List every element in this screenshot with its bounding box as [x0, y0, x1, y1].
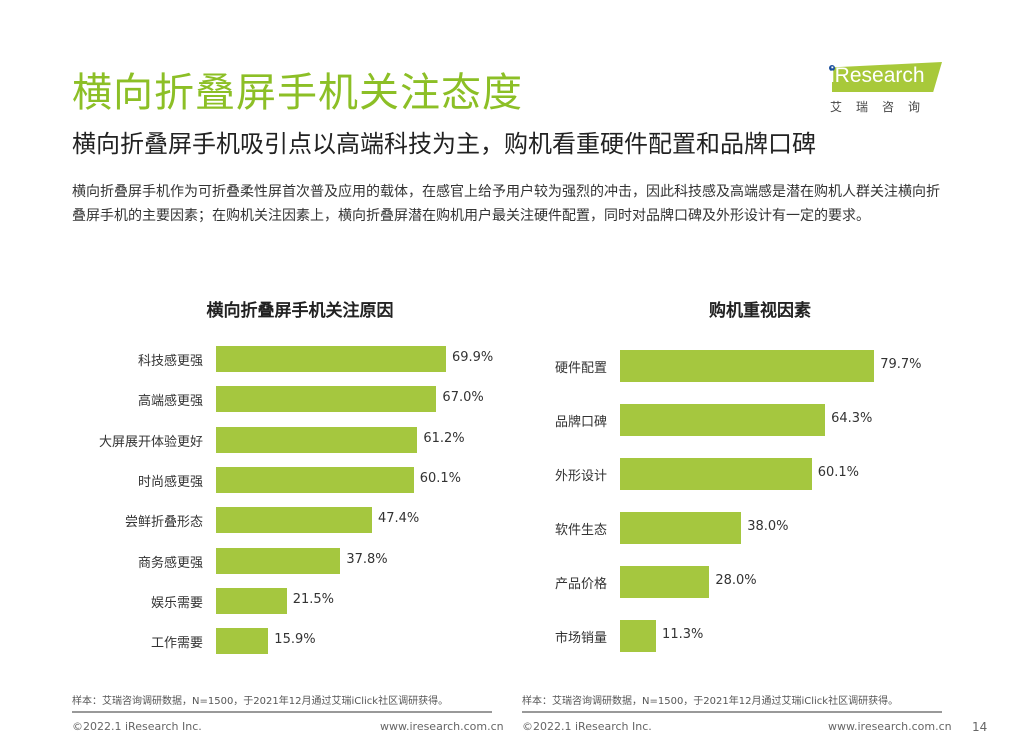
chart-right: 硬件配置 79.7% 品牌口碑 64.3% 外形设计 60.1% 软件生态 38.0% 产品价格…	[0, 0, 922, 652]
page-title: 横向折叠屏手机关注态度	[72, 70, 523, 116]
divider	[522, 711, 942, 713]
category-label: 科技感更强	[137, 354, 203, 369]
value-label: 38.0%	[747, 519, 789, 534]
sample-note-left: 样本：艾瑞咨询调研数据，N=1500，于2021年12月通过艾瑞iClick社区…	[72, 696, 449, 707]
bar	[620, 566, 710, 598]
chart-left: 科技感更强 69.9% 高端感更强 67.0% 大屏展开体验更好 61.2% 时尚感更强 60…	[0, 0, 493, 655]
bar	[620, 404, 826, 436]
value-label: 28.0%	[715, 573, 757, 588]
value-label: 64.3%	[831, 411, 873, 426]
bar	[216, 628, 269, 655]
category-label: 高端感更强	[137, 394, 203, 410]
bar	[216, 507, 372, 534]
value-label: 60.1%	[419, 470, 462, 486]
logo-cn: 艾瑞咨询	[830, 100, 935, 114]
category-label: 品牌口碑	[554, 415, 607, 430]
bar	[620, 620, 657, 652]
bar	[216, 587, 287, 614]
category-label: 娱乐需要	[150, 595, 203, 611]
category-label: 商务感更强	[137, 555, 203, 571]
value-label: 21.5%	[292, 591, 335, 607]
value-label: 15.9%	[274, 632, 316, 648]
sample-note-right: 样本：艾瑞咨询调研数据，N=1500，于2021年12月通过艾瑞iClick社区…	[522, 696, 899, 707]
bar	[620, 512, 742, 544]
bar	[216, 346, 446, 372]
chart-title-left: 横向折叠屏手机关注原因	[206, 301, 394, 321]
website: www.iresearch.com.cn	[380, 720, 504, 733]
category-label: 市场销量	[554, 631, 607, 646]
description: 横向折叠屏手机作为可折叠柔性屏首次普及应用的载体，在感官上给予用户较为强烈的冲击…	[72, 184, 940, 224]
category-label: 外形设计	[554, 469, 607, 484]
bar	[216, 547, 341, 574]
bar	[620, 458, 812, 490]
page-subtitle: 横向折叠屏手机吸引点以高端科技为主，购机看重硬件配置和品牌口碑	[72, 130, 816, 158]
chart-title-right: 购机重视因素	[709, 301, 811, 321]
category-label: 时尚感更强	[137, 474, 203, 490]
website: www.iresearch.com.cn	[828, 720, 952, 733]
logo-text: iResearch	[830, 64, 925, 87]
value-label: 79.7%	[880, 357, 922, 372]
value-label: 67.0%	[442, 390, 484, 406]
category-label: 大屏展开体验更好	[98, 434, 203, 450]
bar	[216, 466, 414, 493]
category-label: 产品价格	[554, 577, 607, 592]
value-label: 47.4%	[377, 511, 420, 527]
bar	[620, 350, 875, 382]
value-label: 60.1%	[817, 465, 860, 480]
divider	[72, 711, 492, 713]
category-label: 工作需要	[150, 636, 203, 652]
bar	[216, 386, 437, 413]
category-label: 尝鲜折叠形态	[124, 515, 203, 531]
value-label: 37.8%	[346, 551, 388, 567]
category-label: 硬件配置	[554, 361, 607, 376]
value-label: 61.2%	[423, 430, 465, 446]
copyright: ©2022.1 iResearch Inc.	[72, 720, 202, 733]
iresearch-logo: iResearch 艾瑞咨询	[826, 60, 948, 118]
value-label: 69.9%	[451, 350, 494, 365]
copyright: ©2022.1 iResearch Inc.	[522, 720, 652, 733]
category-label: 软件生态	[554, 523, 607, 538]
value-label: 11.3%	[662, 627, 704, 642]
bar	[216, 426, 418, 453]
page-number: 14	[972, 720, 988, 734]
